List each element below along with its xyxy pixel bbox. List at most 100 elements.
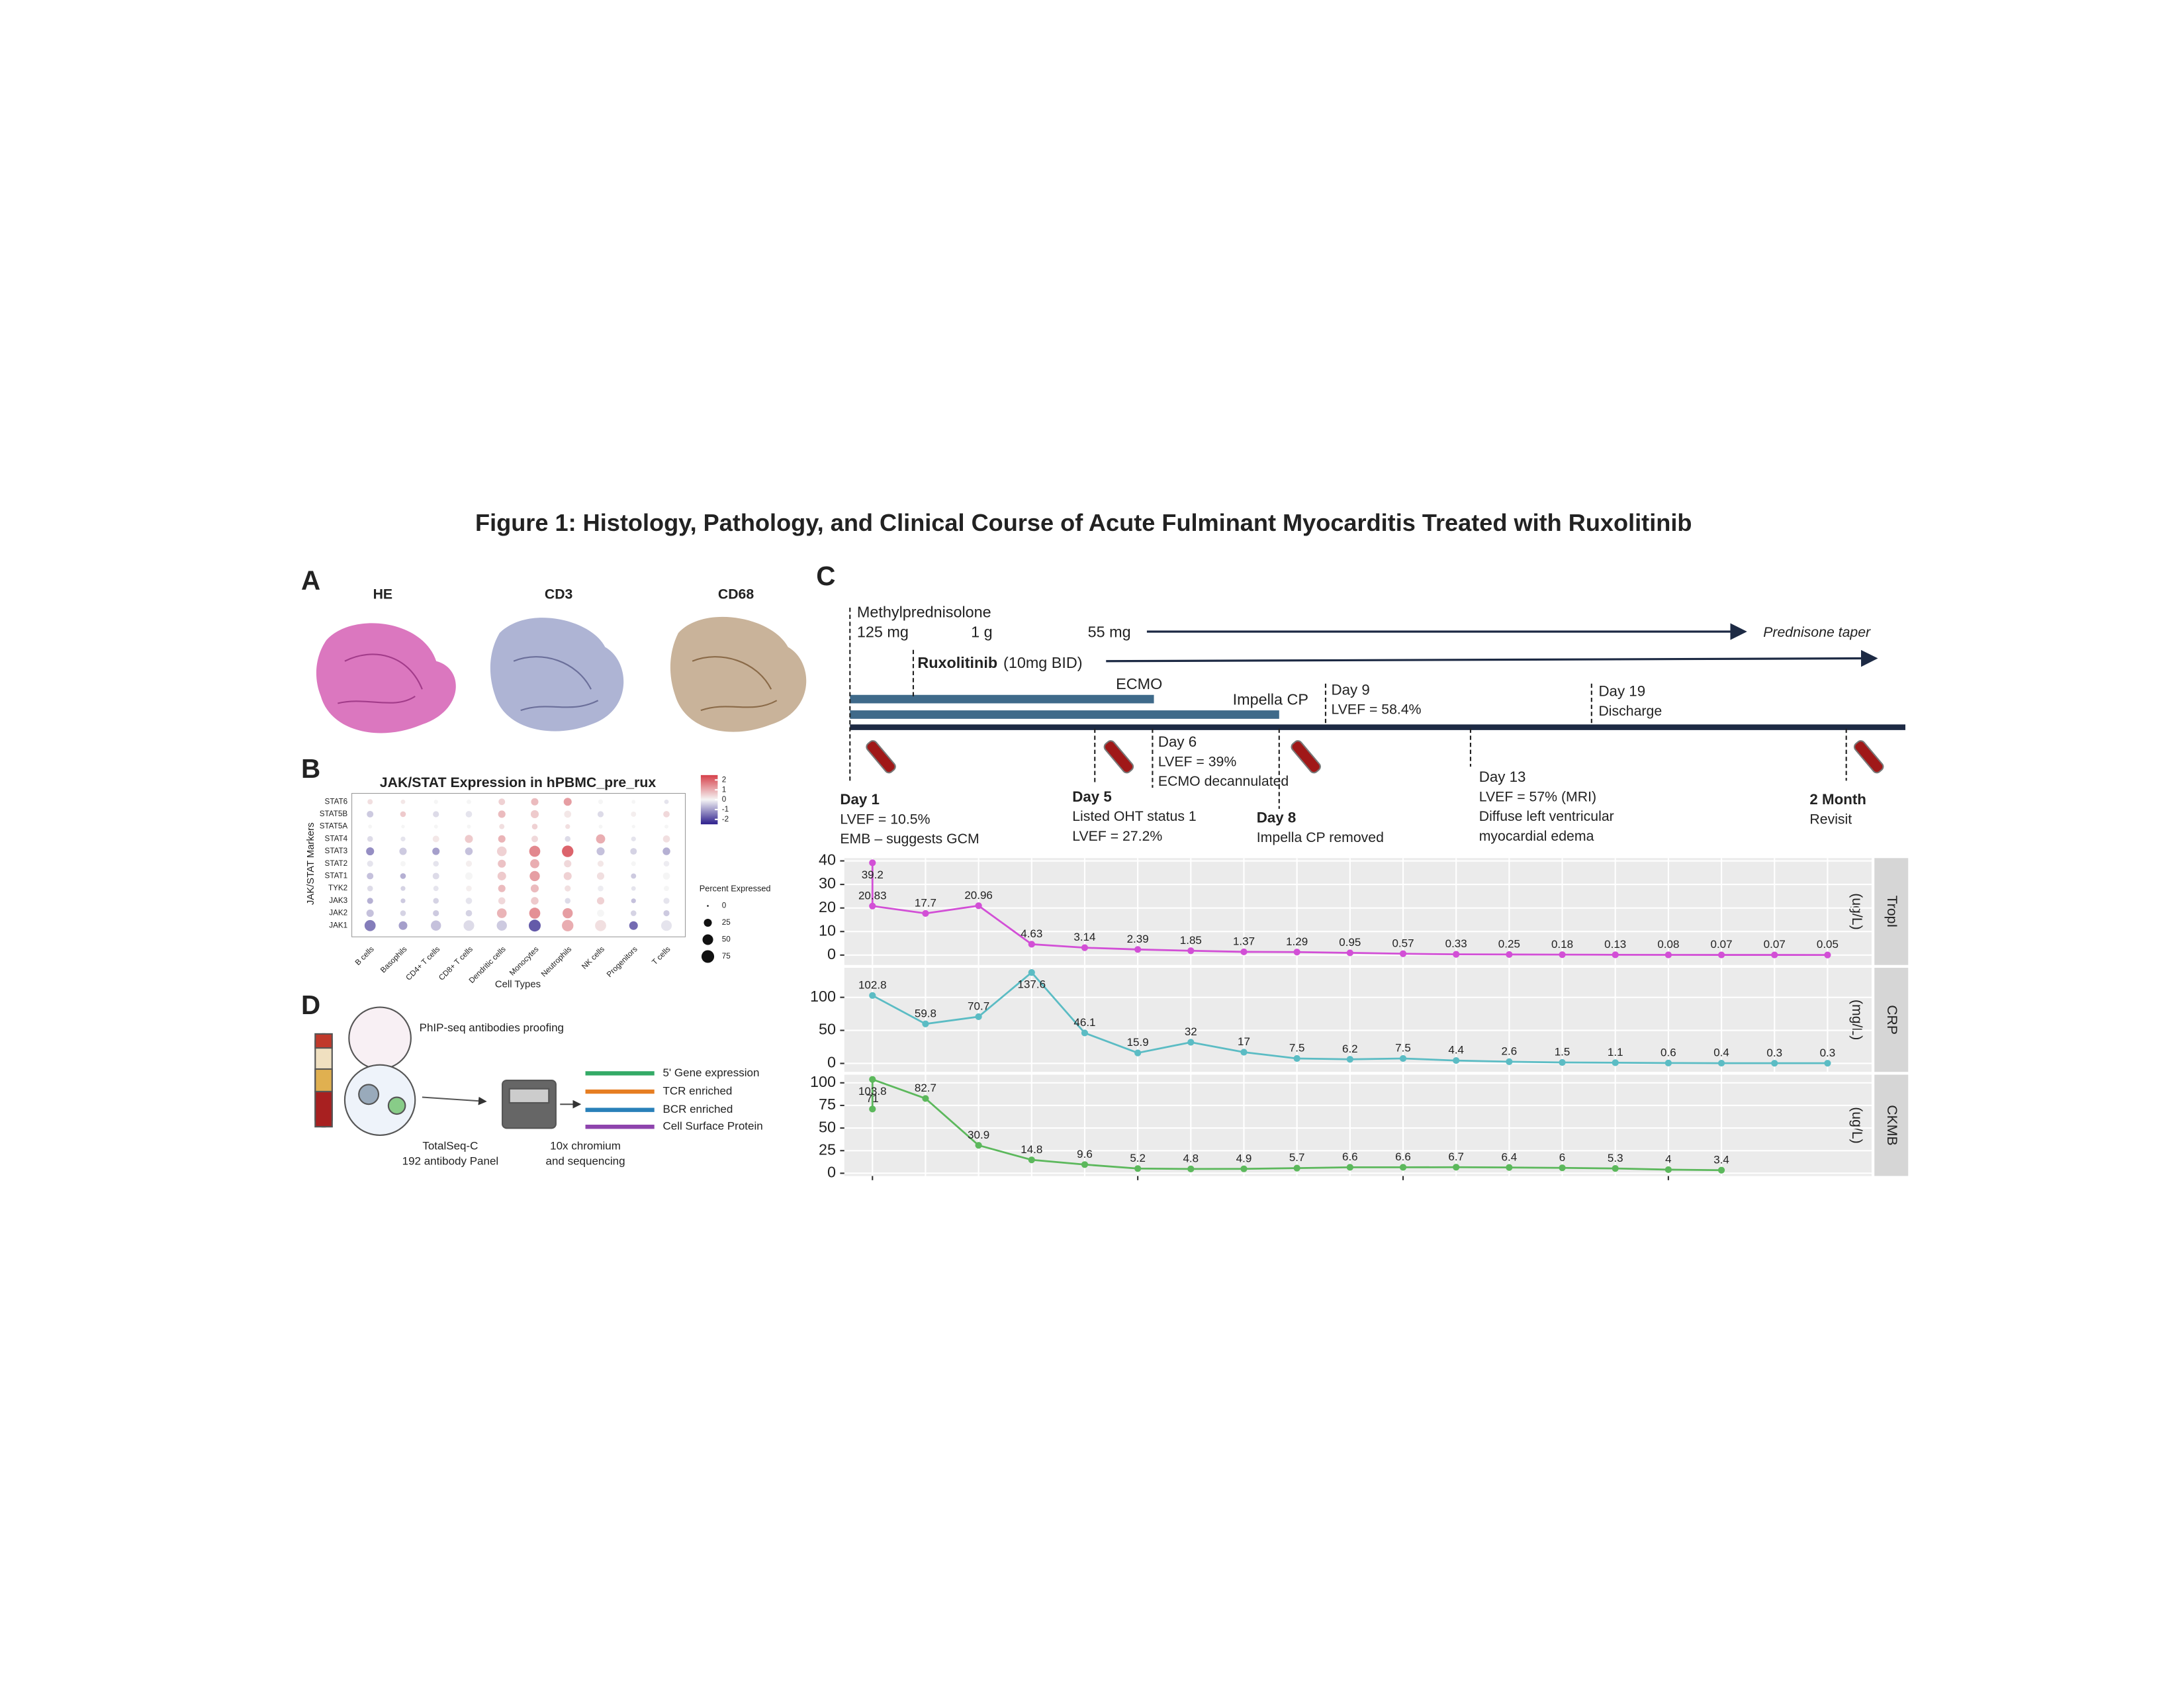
dose-label: 55 mg [1088, 623, 1131, 640]
dot [598, 799, 604, 804]
dose-label: 125 mg [857, 623, 909, 640]
data-label: 0.18 [1551, 938, 1573, 951]
dot [664, 824, 668, 829]
dot [400, 836, 406, 841]
y-tick-label: 50 [819, 1021, 836, 1038]
data-point [869, 859, 876, 867]
dot [498, 835, 506, 843]
dot [595, 919, 606, 931]
data-point [1399, 950, 1407, 957]
event-note: LVEF = 10.5% [840, 811, 930, 827]
data-point [869, 1076, 876, 1083]
dot [367, 861, 373, 867]
diagram-label: 192 antibody Panel [402, 1155, 499, 1168]
data-label: 32 [1185, 1025, 1197, 1038]
dot [465, 811, 473, 818]
timeline-shapes [850, 623, 1905, 774]
data-point [1187, 1165, 1195, 1172]
data-point [1824, 1060, 1831, 1067]
event-day: 2 Month [1809, 791, 1866, 808]
colorbar-label: -2 [722, 815, 729, 823]
dot [529, 845, 541, 857]
row-label: JAK2 [329, 909, 347, 917]
panel-letter: B [301, 753, 320, 784]
data-point [1664, 951, 1672, 959]
data-label: 6 [1559, 1151, 1565, 1164]
data-point [1240, 948, 1248, 956]
data-label: 103.8 [858, 1085, 887, 1098]
data-label: 2.39 [1127, 933, 1149, 945]
dot [531, 798, 539, 806]
data-point [975, 1142, 982, 1149]
dot [366, 909, 374, 917]
data-label: 0.4 [1713, 1047, 1729, 1059]
dot [400, 898, 406, 904]
row-label: TYK2 [328, 884, 347, 892]
y-tick-label: 40 [819, 851, 836, 868]
y-tick-label: 100 [810, 988, 836, 1005]
dot [531, 897, 539, 905]
data-point [1771, 1060, 1778, 1067]
dot [431, 920, 441, 931]
dot [467, 824, 471, 829]
data-label: 15.9 [1127, 1036, 1149, 1049]
legend-dot [701, 950, 715, 963]
data-point [1399, 1164, 1407, 1171]
dot [631, 825, 635, 829]
data-point [869, 1105, 876, 1113]
series-line [871, 1078, 1722, 1172]
data-label: 102.8 [858, 978, 887, 991]
data-label: 6.4 [1502, 1150, 1518, 1163]
med-label: Prednisone taper [1763, 624, 1871, 640]
data-label: 4 [1665, 1153, 1671, 1166]
data-point [1399, 1055, 1407, 1062]
dot [631, 898, 636, 904]
dot [465, 861, 473, 867]
data-point [1664, 1166, 1672, 1174]
data-label: 2.6 [1502, 1045, 1518, 1057]
event-note: Revisit [1809, 811, 1852, 827]
dot [596, 897, 605, 905]
data-point [975, 902, 982, 910]
dot [467, 799, 471, 804]
dot [465, 835, 473, 843]
dot [465, 847, 473, 855]
data-label: 39.2 [862, 868, 884, 881]
dot [530, 859, 539, 868]
dot [663, 898, 670, 904]
x-tick-label: B cells [353, 945, 376, 967]
data-label: 1.85 [1180, 934, 1202, 947]
data-label: 20.83 [858, 889, 887, 902]
legend-label: 50 [722, 935, 731, 944]
legend-dot [707, 905, 709, 907]
row-label: STAT3 [325, 847, 348, 855]
dot [631, 836, 636, 841]
data-point [1240, 1165, 1248, 1172]
data-label: 0.57 [1392, 937, 1414, 949]
x-tick-label: Progenitors [605, 945, 639, 979]
data-label: 82.7 [915, 1082, 936, 1094]
data-label: 1.1 [1608, 1046, 1623, 1058]
event-day: Day 8 [1257, 810, 1297, 826]
dot [531, 823, 538, 829]
data-label: 59.8 [915, 1007, 936, 1019]
dot [531, 835, 538, 843]
y-tick-label: 50 [819, 1118, 836, 1135]
data-label: 17.7 [915, 896, 936, 909]
dot [367, 885, 373, 892]
dot [433, 824, 438, 829]
data-label: 7.5 [1289, 1042, 1305, 1055]
dot [499, 823, 505, 829]
med-label: Ruxolitinib [917, 654, 997, 671]
dot [400, 811, 406, 818]
event-day: Day 6 [1158, 733, 1197, 750]
dot [631, 800, 636, 804]
y-tick-label: 20 [819, 898, 836, 915]
data-point [1506, 1164, 1513, 1171]
dot [498, 859, 506, 868]
data-point [922, 910, 929, 917]
legend-label: 75 [722, 952, 731, 961]
data-point [869, 902, 876, 910]
dot [400, 886, 406, 891]
med-label: Methylprednisolone [857, 604, 991, 621]
